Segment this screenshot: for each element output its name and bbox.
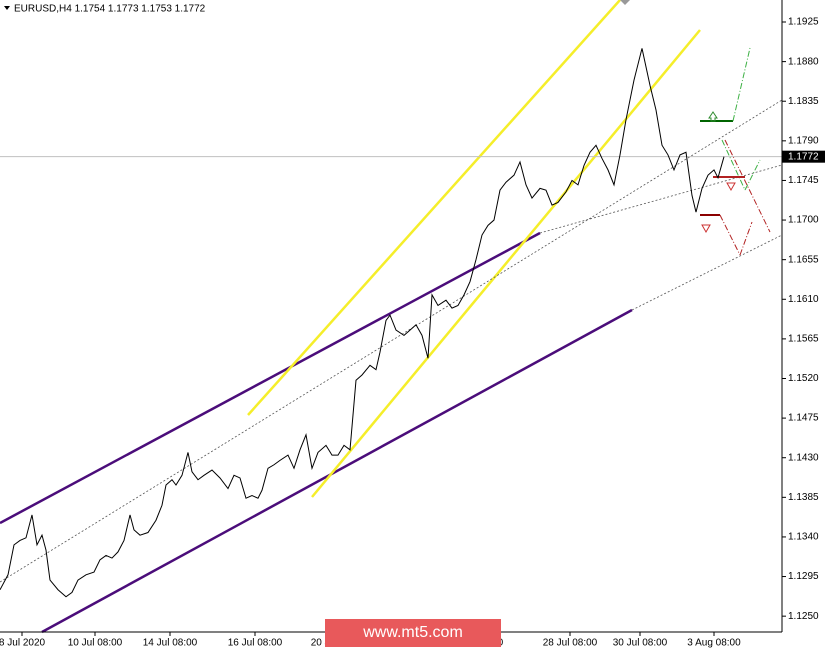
- x-tick-label: 8 Jul 2020: [0, 638, 46, 649]
- y-tick-label: 1.1565: [788, 334, 819, 345]
- x-tick-label: 10 Jul 08:00: [68, 638, 123, 649]
- y-tick-label: 1.1655: [788, 254, 819, 265]
- current-price-box: [782, 150, 825, 163]
- y-tick-label: 1.1520: [788, 373, 819, 384]
- channel-line: [41, 308, 633, 634]
- plot: 1.1925 1.1880 1.1835 1.1790 1.1745 1.1700 1.16…: [0, 17, 825, 636]
- watermark-group: www.mt5.com: [325, 619, 501, 647]
- x-tick-label: 28 Jul 08:00: [543, 638, 598, 649]
- y-tick-label: 1.1745: [788, 175, 819, 186]
- projection-line: [744, 159, 761, 191]
- channel-line: [247, 0, 621, 416]
- dotted-line: [0, 99, 783, 583]
- projection-line: [724, 139, 771, 233]
- projection-line: [732, 47, 751, 122]
- x-tick-label: 16 Jul 08:00: [228, 638, 283, 649]
- down-arrow: [726, 182, 736, 192]
- projection-line: [721, 139, 746, 191]
- watermark-box: [325, 619, 501, 647]
- x-tick-label: 14 Jul 08:00: [143, 638, 198, 649]
- up-arrow: [708, 111, 718, 122]
- y-tick-label: 1.1250: [788, 611, 819, 622]
- channel-line: [0, 231, 541, 525]
- y-tick-label: 1.1430: [788, 452, 819, 463]
- projection-line: [739, 221, 753, 256]
- y-tick-label: 1.1340: [788, 532, 819, 543]
- y-tick-label: 1.1880: [788, 56, 819, 67]
- watermark: www.mt5.com: [362, 624, 463, 641]
- menu-arrow: [4, 6, 10, 10]
- y-tick-label: 1.1295: [788, 571, 819, 582]
- y-tick-label: 1.1790: [788, 135, 819, 146]
- y-tick-label: 1.1700: [788, 215, 819, 226]
- y-tick-label: 1.1475: [788, 413, 819, 424]
- anchor-marker: [620, 0, 630, 5]
- y-tick-label: 1.1385: [788, 492, 819, 503]
- down-arrow: [701, 224, 711, 234]
- y-tick-label: 1.1835: [788, 96, 819, 107]
- price-line: [0, 48, 725, 598]
- drawings: [0, 0, 783, 634]
- channel-line: [311, 29, 701, 498]
- x-tick-label: 30 Jul 08:00: [613, 638, 668, 649]
- y-tick-label: 1.1925: [788, 17, 819, 28]
- current-price-label: 1.1772: [788, 151, 819, 162]
- y-tick-label: 1.1610: [788, 294, 819, 305]
- projection-line: [719, 214, 741, 256]
- chart-title: EURUSD,H4 1.1754 1.1773 1.1753 1.1772: [14, 4, 206, 15]
- x-tick-label: 3 Aug 08:00: [687, 638, 741, 649]
